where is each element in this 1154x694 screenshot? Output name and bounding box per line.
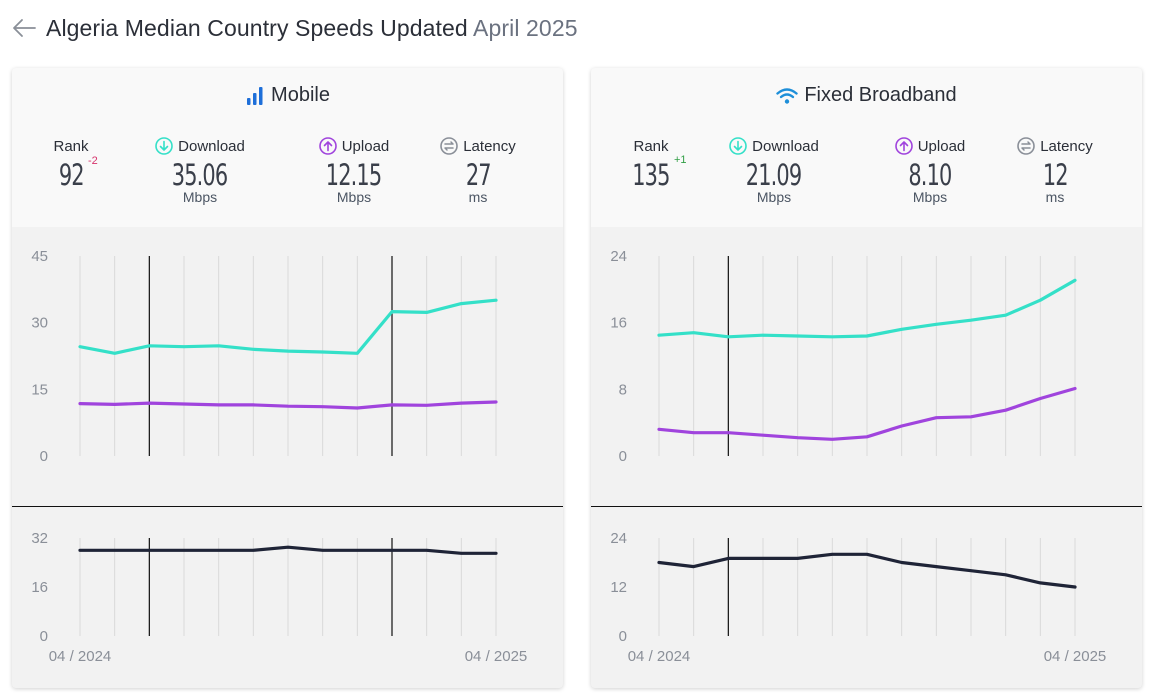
fixed-latency-y-tick-label: 24 [610,530,627,547]
fixed-download: Download 21.09 Mbps [709,136,839,205]
page-title-main: Algeria Median Country Speeds Updated [46,14,468,41]
latency-unit: ms [468,189,488,205]
mobile-latency-y-tick-label: 0 [40,628,48,645]
mobile-speed-download-line [78,298,498,355]
fixed-latency-y-tick-label: 12 [610,579,627,596]
page-title-date: April 2025 [473,14,578,41]
fixed-latency: Latency 12 ms [990,136,1120,205]
mobile-card: Mobile Rank 92 -2 Download 35.06 Mbps Up… [12,68,563,688]
mobile-latency-y-tick-label: 32 [31,530,48,547]
upload-unit: Mbps [912,189,948,205]
fixed-speed-y-tick-label: 8 [619,381,627,398]
rank-change: +1 [674,154,687,166]
rank-value: 135 [632,158,670,192]
rank-label: Rank [53,137,89,155]
arrow-left-icon[interactable] [10,14,38,42]
fixed-latency-latency-line [657,552,1077,589]
mobile-upload: Upload 12.15 Mbps [289,136,419,205]
download-unit: Mbps [182,189,218,205]
rank-change: -2 [88,155,98,167]
fixed-title: Fixed Broadband [591,84,1142,107]
fixed-upload: Upload 8.10 Mbps [865,136,995,205]
mobile-latency-y-tick-label: 16 [31,579,48,596]
fixed-speed-y-tick-label: 24 [610,248,627,265]
upload-arrow-icon [894,137,913,155]
fixed-speed-upload-line [657,386,1077,441]
upload-label: Upload [341,137,390,155]
download-label: Download [752,137,819,155]
fixed-latency-x-tick-label: 04 / 2024 [628,648,691,665]
fixed-chart-divider [591,506,1142,507]
download-value: 21.09 [746,158,802,192]
mobile-title-text: Mobile [271,84,330,106]
mobile-latency-latency-line [78,545,498,555]
mobile-chart-divider [12,506,563,507]
latency-value: 27 [465,158,492,192]
page-header: Algeria Median Country Speeds Updated Ap… [10,10,578,46]
fixed-chart: 0 8 16 24 0 12 24 04 / 2024 04 / 2025 [610,248,1107,665]
wifi-icon [776,87,799,105]
mobile-download: Download 35.06 Mbps [135,136,265,205]
mobile-latency-x-tick-label: 04 / 2025 [465,648,528,665]
mobile-speed-upload-line [78,400,498,410]
upload-value: 8.10 [908,158,952,192]
mobile-summary: Mobile Rank 92 -2 Download 35.06 Mbps Up… [12,68,563,227]
upload-unit: Mbps [336,189,372,205]
latency-label: Latency [463,137,516,155]
fixed-speed-y-tick-label: 16 [610,315,627,332]
fixed-speed-download-line [657,278,1077,339]
fixed-rank: Rank 135 +1 [591,136,716,192]
latency-icon [440,137,459,155]
latency-value: 12 [1042,158,1069,192]
signal-bars-icon [245,86,265,106]
fixed-title-text: Fixed Broadband [804,84,957,106]
download-arrow-icon [155,137,173,155]
rank-label: Rank [633,137,669,155]
rank-value: 92 [58,158,85,192]
mobile-speed-y-tick-label: 30 [31,315,48,332]
latency-label: Latency [1040,137,1093,155]
page-title: Algeria Median Country Speeds Updated Ap… [46,15,578,42]
fixed-latency-x-tick-label: 04 / 2025 [1044,648,1107,665]
fixed-summary: Fixed Broadband Rank 135 +1 Download 21.… [591,68,1142,227]
mobile-title: Mobile [12,84,563,107]
mobile-speed-y-tick-label: 15 [31,381,48,398]
download-unit: Mbps [756,189,792,205]
download-value: 35.06 [172,158,228,192]
mobile-latency-x-tick-label: 04 / 2024 [49,648,112,665]
latency-unit: ms [1045,189,1065,205]
upload-label: Upload [917,137,966,155]
download-arrow-icon [729,137,747,155]
mobile-chart: 0 15 30 45 0 16 32 04 / 2024 04 / 2025 [31,248,528,665]
fixed-speed-y-tick-label: 0 [619,448,627,465]
mobile-rank: Rank 92 -2 [12,136,136,192]
latency-icon [1017,137,1036,155]
upload-value: 12.15 [326,158,382,192]
mobile-speed-y-tick-label: 45 [31,248,48,265]
download-label: Download [178,137,245,155]
fixed-broadband-card: Fixed Broadband Rank 135 +1 Download 21.… [591,68,1142,688]
mobile-latency: Latency 27 ms [413,136,543,205]
mobile-speed-y-tick-label: 0 [40,448,48,465]
upload-arrow-icon [318,137,337,155]
fixed-latency-y-tick-label: 0 [619,628,627,645]
